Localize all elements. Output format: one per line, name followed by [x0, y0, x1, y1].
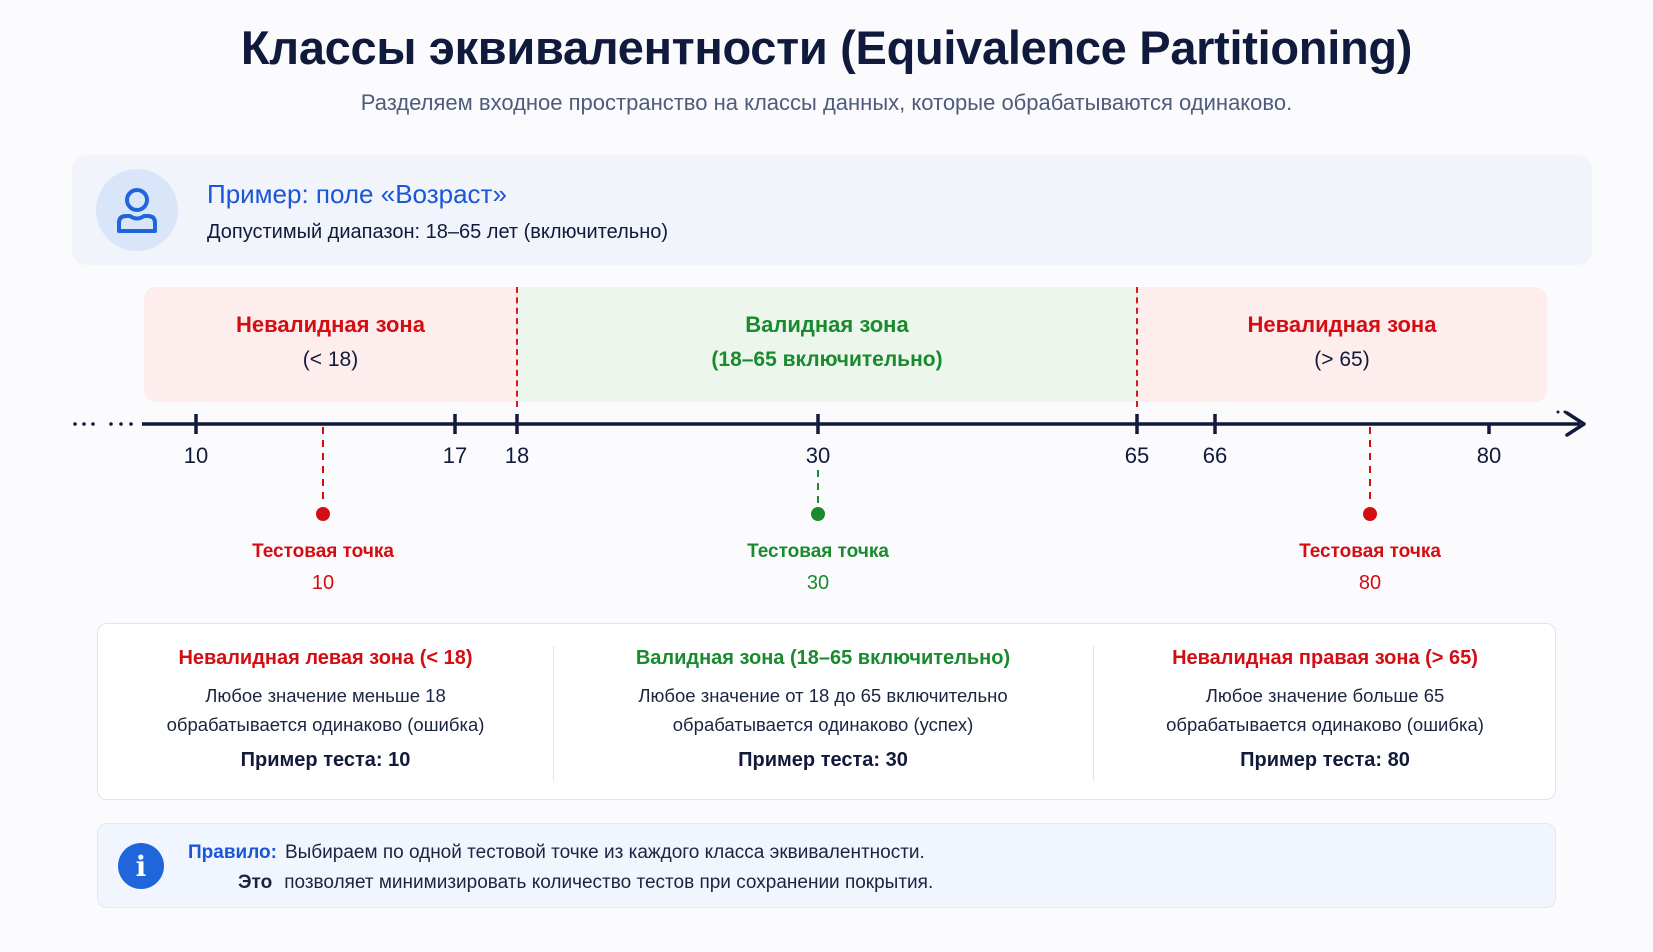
zone-range: (< 18): [302, 348, 359, 371]
rule-line-1: Правило: Выбираем по одной тестовой точке…: [188, 842, 925, 864]
tick-label: 30: [805, 443, 831, 468]
boundary-line-65: [1136, 287, 1138, 407]
class-description: Любое значение меньше 18 обрабатывается …: [98, 681, 553, 739]
tick-label: 65: [1124, 443, 1150, 468]
class-valid: Валидная зона (18–65 включительно) Любое…: [553, 624, 1093, 799]
page-title: Классы эквивалентности (Equivalence Part…: [240, 21, 1413, 74]
class-description-line: обрабатывается одинаково (успех): [672, 714, 974, 735]
test-point-value: 80: [1358, 572, 1382, 594]
rule-line-2: Это позволяет минимизировать количество т…: [238, 872, 933, 894]
class-description: Любое значение от 18 до 65 включительно …: [553, 681, 1093, 739]
example-description: Допустимый диапазон: 18–65 лет (включите…: [207, 221, 669, 243]
arrow-right-icon: [1565, 411, 1586, 437]
zone-label: Невалидная зона: [236, 312, 425, 337]
number-axis: [73, 410, 1586, 521]
rule-text: Выбираем по одной тестовой точке из кажд…: [284, 842, 925, 863]
class-title: Невалидная левая зона (< 18): [178, 647, 473, 669]
class-title: Валидная зона (18–65 включительно): [635, 647, 1011, 669]
rule-lead: Это: [238, 872, 273, 893]
tick-label: 17: [442, 443, 468, 468]
column-divider: [553, 646, 554, 781]
test-point-value: 30: [806, 572, 830, 594]
boundary-line-18: [516, 287, 518, 407]
test-point-dot: [1363, 507, 1377, 521]
tick-label: 10: [183, 443, 209, 468]
test-point-label: Тестовая точка: [1299, 541, 1441, 562]
class-example: Пример теста: 80: [1240, 749, 1410, 771]
zone-invalid-left: Невалидная зона (< 18): [144, 287, 517, 402]
test-point-dot: [811, 507, 825, 521]
rule-label: Правило:: [188, 842, 277, 863]
class-description-line: Любое значение меньше 18: [205, 685, 446, 706]
info-icon: i: [118, 843, 164, 889]
zone-range: (> 65): [1314, 348, 1370, 371]
zone-invalid-right: Невалидная зона (> 65): [1137, 287, 1547, 402]
class-title: Невалидная правая зона (> 65): [1172, 647, 1478, 669]
example-title: Пример: поле «Возраст»: [207, 179, 507, 209]
class-example: Пример теста: 10: [240, 749, 411, 771]
test-point-label: Тестовая точка: [252, 541, 394, 562]
zone-label: Невалидная зона: [1247, 312, 1437, 337]
rule-card: i Правило: Выбираем по одной тестовой точ…: [97, 823, 1556, 908]
test-point-value: 10: [311, 572, 335, 594]
class-description-line: обрабатывается одинаково (ошибка): [166, 714, 485, 735]
column-divider: [1093, 646, 1094, 781]
tick-label: 18: [504, 443, 530, 468]
test-point-label: Тестовая точка: [747, 541, 889, 562]
zone-label: Валидная зона: [745, 312, 909, 337]
class-description-line: Любое значение от 18 до 65 включительно: [638, 685, 1008, 706]
user-icon: [96, 169, 178, 251]
class-description: Любое значение больше 65 обрабатывается …: [1093, 681, 1557, 739]
test-point-dot: [316, 507, 330, 521]
rule-text: позволяет минимизировать количество тест…: [284, 872, 934, 893]
page-subtitle: Разделяем входное пространство на классы…: [360, 90, 1293, 115]
class-invalid-left: Невалидная левая зона (< 18) Любое значе…: [98, 624, 553, 799]
zone-valid: Валидная зона (18–65 включительно): [517, 287, 1137, 402]
class-example: Пример теста: 30: [738, 749, 908, 771]
tick-label: 66: [1202, 443, 1228, 468]
left-ellipsis-icon: [73, 422, 133, 426]
class-description-line: Любое значение больше 65: [1205, 685, 1445, 706]
tick-label: 80: [1476, 443, 1502, 468]
example-card: Пример: поле «Возраст» Допустимый диапаз…: [72, 155, 1592, 265]
zone-range: (18–65 включительно): [711, 348, 943, 371]
class-description-line: обрабатывается одинаково (ошибка): [1166, 714, 1484, 735]
class-invalid-right: Невалидная правая зона (> 65) Любое знач…: [1093, 624, 1557, 799]
classes-summary-card: Невалидная левая зона (< 18) Любое значе…: [97, 623, 1556, 800]
